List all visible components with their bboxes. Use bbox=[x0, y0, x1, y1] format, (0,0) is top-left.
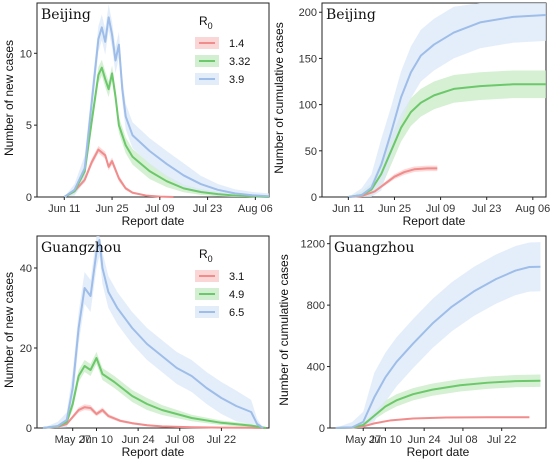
x-axis-label: Report date bbox=[122, 445, 185, 459]
x-tick-label: Jun 24 bbox=[122, 434, 155, 446]
series-line-3.9 bbox=[63, 16, 270, 198]
y-tick-label: 200 bbox=[299, 7, 317, 19]
series-line-3.32 bbox=[348, 83, 546, 198]
legend-entry-label: 3.9 bbox=[229, 74, 244, 86]
legend-entry-label: 6.5 bbox=[229, 307, 244, 319]
y-tick-label: 5 bbox=[26, 120, 32, 132]
legend-entry-label: 4.9 bbox=[229, 289, 244, 301]
beijing-new-cases-panel: 0 5 10 Jun 11 Jun 25 Jul 09 Jul 23 Aug 06 Report… bbox=[2, 2, 273, 228]
x-tick-label: Jun 24 bbox=[408, 434, 441, 446]
x-tick-label: Aug 06 bbox=[515, 203, 550, 215]
panel-title: Beijing bbox=[326, 7, 376, 23]
panel-title: Guangzhou bbox=[334, 240, 414, 256]
y-tick-label: 150 bbox=[299, 53, 317, 65]
y-axis-label: Number of cumulative cases bbox=[272, 22, 286, 173]
legend-title-subscript: 0 bbox=[208, 254, 213, 264]
series-line-1.4 bbox=[348, 167, 438, 198]
x-tick-label: Jul 22 bbox=[487, 434, 516, 446]
x-tick-label: Jun 25 bbox=[96, 203, 129, 215]
series-line-4.9 bbox=[335, 379, 541, 429]
series-line-6.5 bbox=[335, 265, 541, 429]
ci-band-6.5 bbox=[335, 242, 541, 428]
ci-band-4.9 bbox=[335, 374, 541, 428]
x-tick-label: Jul 09 bbox=[426, 203, 455, 215]
x-tick-label: Jul 23 bbox=[193, 203, 222, 215]
x-tick-label: May 27 bbox=[55, 434, 91, 446]
x-axis-label: Report date bbox=[407, 445, 470, 459]
series-line-3.32 bbox=[63, 66, 270, 198]
y-tick-label: 1200 bbox=[301, 239, 325, 251]
ci-band-3.32 bbox=[348, 70, 546, 197]
series-line-3.1 bbox=[42, 406, 267, 429]
series-line-3.9 bbox=[348, 14, 547, 198]
x-tick-label: Aug 06 bbox=[238, 203, 273, 215]
ci-band-3.9 bbox=[64, 4, 269, 197]
x-tick-label: Jul 23 bbox=[472, 203, 501, 215]
series-line-1.4 bbox=[63, 148, 174, 198]
y-tick-label: 40 bbox=[20, 263, 32, 275]
x-tick-label: Jun 10 bbox=[369, 434, 402, 446]
series-line-4.9 bbox=[42, 357, 267, 429]
y-tick-label: 800 bbox=[307, 300, 325, 312]
beijing-cumulative-panel: 0 50 100 150 200 Jun 11 Jun 25 Jul 09 Jul 23 Aug … bbox=[272, 2, 550, 228]
y-tick-label: 0 bbox=[319, 423, 325, 435]
ci-band-3.1 bbox=[42, 404, 267, 428]
series-line-6.5 bbox=[42, 239, 264, 429]
x-axis-label: Report date bbox=[122, 214, 185, 228]
x-tick-label: Jun 11 bbox=[48, 203, 80, 215]
x-tick-label: Jun 11 bbox=[332, 203, 364, 215]
y-axis-label: Number of cumulative cases bbox=[277, 254, 291, 405]
panel-title: Beijing bbox=[41, 7, 91, 23]
y-tick-label: 400 bbox=[307, 362, 325, 374]
y-axis-label: Number of new cases bbox=[2, 40, 16, 156]
y-tick-label: 0 bbox=[311, 192, 317, 204]
y-tick-label: 0 bbox=[26, 423, 32, 435]
ci-band-3.9 bbox=[348, 3, 546, 197]
x-tick-label: Jun 10 bbox=[80, 434, 113, 446]
legend-entry-label: 3.1 bbox=[229, 271, 244, 283]
ci-band-6.5 bbox=[42, 236, 264, 428]
y-tick-label: 50 bbox=[305, 146, 317, 158]
x-axis-label: Report date bbox=[403, 214, 466, 228]
x-tick-label: Jun 25 bbox=[378, 203, 411, 215]
y-axis-label: Number of new cases bbox=[2, 272, 16, 388]
legend-title-subscript: 0 bbox=[208, 21, 213, 31]
y-tick-label: 10 bbox=[20, 48, 32, 60]
x-tick-label: Jul 09 bbox=[145, 203, 174, 215]
x-tick-label: Jul 08 bbox=[165, 434, 194, 446]
x-tick-label: May 27 bbox=[345, 434, 381, 446]
y-tick-label: 100 bbox=[299, 100, 317, 112]
x-tick-label: Jul 08 bbox=[448, 434, 477, 446]
y-tick-label: 0 bbox=[26, 192, 32, 204]
legend-entry-label: 3.32 bbox=[229, 56, 250, 68]
y-tick-label: 20 bbox=[20, 343, 32, 355]
legend-entry-label: 1.4 bbox=[229, 38, 244, 50]
panel-title: Guangzhou bbox=[41, 240, 121, 256]
x-tick-label: Jul 22 bbox=[207, 434, 236, 446]
